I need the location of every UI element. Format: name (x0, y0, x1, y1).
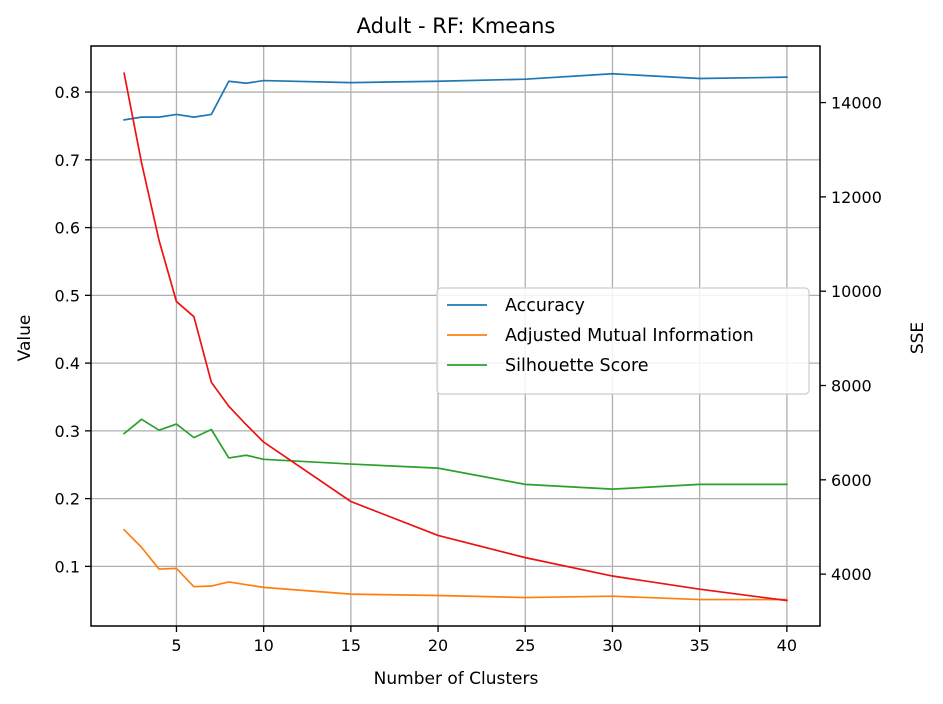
series-layer (122, 72, 788, 602)
grid-layer (91, 46, 820, 626)
legend-label-silhouette-score: Silhouette Score (505, 356, 649, 376)
legend-label-adjusted-mutual-information: Adjusted Mutual Information (505, 326, 754, 346)
y-tick-label: 0.4 (55, 354, 80, 373)
x-tick-label: 25 (515, 636, 535, 655)
y2-tick-label: 12000 (831, 188, 882, 207)
x-tick-label: 20 (428, 636, 448, 655)
y2-tick-layer: 4000 6000 8000 10000 12000 14000 (820, 94, 882, 584)
y-tick-label: 0.3 (55, 422, 80, 441)
y-axis-label: Value (15, 315, 35, 362)
series-line-accuracy (123, 72, 788, 121)
y-tick-layer: 0.1 0.2 0.3 0.4 0.5 0.6 0.7 0.8 (55, 83, 91, 576)
series-line-silhouette-score (122, 418, 788, 490)
y-tick-label: 0.2 (55, 490, 80, 509)
y2-tick-label: 14000 (831, 94, 882, 113)
x-tick-layer: 5 10 15 20 25 30 35 40 (171, 626, 797, 655)
y2-tick-label: 4000 (831, 565, 872, 584)
legend-box (436, 287, 810, 395)
y2-tick-label: 10000 (831, 282, 882, 301)
series-line-adjusted-mutual-information (122, 528, 788, 601)
y2-axis-label: SSE (908, 322, 928, 354)
legend: Accuracy Adjusted Mutual Information Silho… (436, 287, 810, 395)
y-tick-label: 0.1 (55, 557, 80, 576)
y2-tick-label: 8000 (831, 377, 872, 396)
chart-title: Adult - RF: Kmeans (357, 14, 556, 38)
x-tick-label: 15 (341, 636, 361, 655)
y-tick-label: 0.6 (55, 219, 80, 238)
x-tick-label: 40 (777, 636, 797, 655)
series-line-sse (123, 72, 788, 602)
y-tick-label: 0.7 (55, 151, 80, 170)
x-tick-label: 5 (171, 636, 181, 655)
plot-frame (90, 45, 821, 627)
x-tick-label: 10 (253, 636, 273, 655)
x-tick-label: 30 (602, 636, 622, 655)
x-tick-label: 35 (689, 636, 709, 655)
y-tick-label: 0.8 (55, 83, 80, 102)
y2-tick-label: 6000 (831, 471, 872, 490)
x-axis-label: Number of Clusters (374, 669, 539, 689)
legend-label-accuracy: Accuracy (505, 296, 585, 316)
y-tick-label: 0.5 (55, 286, 80, 305)
